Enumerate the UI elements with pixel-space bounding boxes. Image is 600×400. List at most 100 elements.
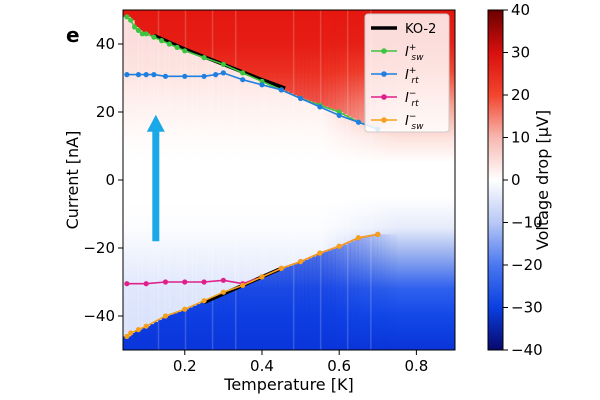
heatmap-cell — [331, 109, 336, 250]
heatmap-cell — [420, 234, 424, 350]
legend-label: I− rt — [405, 89, 419, 109]
heatmap-cell — [188, 307, 193, 350]
heatmap-cell — [211, 297, 216, 350]
heatmap-cell — [346, 242, 351, 350]
heatmap-cell — [138, 10, 143, 31]
data-point — [220, 61, 226, 67]
heatmap-cell — [250, 10, 255, 77]
heatmap-cell — [327, 250, 332, 350]
heatmap-cell — [308, 258, 313, 350]
heatmap-cell — [219, 293, 224, 350]
heatmap-cell — [358, 10, 363, 123]
heatmap-cell — [377, 129, 382, 235]
heatmap-cell — [173, 10, 178, 46]
heatmap-cell — [192, 10, 197, 54]
heatmap-cell — [289, 265, 294, 350]
heatmap-cell — [215, 61, 220, 296]
heatmap-cell — [157, 10, 162, 39]
heatmap-cell — [420, 129, 424, 234]
heatmap-cell — [443, 129, 447, 234]
heatmap-cell — [238, 71, 243, 287]
y-axis-label: Current [nA] — [63, 131, 82, 230]
heatmap-cell — [323, 251, 328, 350]
data-point — [240, 282, 246, 288]
heatmap-cell — [223, 292, 228, 350]
heatmap-cell — [211, 10, 216, 61]
heatmap-cell — [413, 234, 417, 350]
heatmap-cell — [188, 10, 193, 53]
heatmap-cell — [312, 256, 317, 350]
heatmap-cell — [265, 275, 270, 350]
heatmap-cell — [258, 278, 263, 350]
heatmap-cell — [319, 253, 324, 350]
heatmap-cell — [269, 10, 274, 85]
heatmap-cell — [227, 290, 232, 350]
heatmap-cell — [343, 10, 348, 115]
heatmap-cell — [242, 285, 247, 350]
heatmap-cell — [409, 129, 413, 234]
heatmap-cell — [401, 234, 405, 350]
heatmap-cell — [254, 78, 259, 281]
heatmap-cell — [165, 10, 170, 43]
colorbar-tick-label: 30 — [511, 44, 530, 62]
heatmap-cell — [200, 10, 205, 57]
data-point — [124, 281, 130, 287]
heatmap-cell — [323, 10, 328, 107]
heatmap-cell — [238, 286, 243, 350]
heatmap-cell — [184, 10, 189, 51]
data-point — [162, 73, 169, 79]
data-point — [355, 119, 362, 125]
heatmap-cell — [246, 74, 251, 284]
heatmap-cell — [180, 310, 185, 350]
heatmap-cell — [277, 270, 282, 350]
legend-swatch-marker — [381, 94, 387, 100]
heatmap-cell — [204, 10, 209, 58]
heatmap-cell — [254, 280, 259, 350]
heatmap-cell — [204, 57, 209, 301]
heatmap-cell — [134, 331, 139, 350]
data-point — [201, 298, 207, 304]
heatmap-cell — [339, 10, 344, 112]
heatmap-cell — [428, 234, 432, 350]
heatmap-streak — [184, 10, 187, 350]
heatmap-cell — [350, 118, 355, 242]
heatmap-cell — [138, 329, 143, 350]
data-point — [220, 289, 226, 295]
heatmap-cell — [134, 27, 139, 332]
data-point — [174, 44, 180, 51]
x-tick-label: 0.2 — [173, 357, 197, 375]
heatmap-cell — [292, 95, 297, 265]
heatmap-cell — [436, 234, 440, 350]
heatmap-cell — [196, 304, 201, 350]
data-point — [375, 231, 381, 237]
heatmap-cell — [123, 336, 128, 350]
heatmap-cell — [335, 247, 340, 350]
heatmap-cell — [424, 234, 428, 350]
heatmap-cell — [130, 333, 135, 350]
heatmap-cell — [308, 101, 313, 259]
heatmap-cell — [343, 244, 348, 350]
data-point — [259, 274, 265, 280]
heatmap-cell — [350, 241, 355, 350]
heatmap-cell — [401, 129, 405, 234]
heatmap-cell — [296, 262, 301, 350]
heatmap-cell — [319, 10, 324, 106]
heatmap-cell — [250, 282, 255, 350]
heatmap-cell — [300, 98, 305, 262]
data-point — [297, 95, 304, 101]
heatmap-cell — [296, 96, 301, 263]
heatmap-streak — [211, 10, 214, 350]
heatmap-cell — [289, 93, 294, 266]
data-point — [201, 73, 207, 79]
y-tick-label: −20 — [83, 239, 115, 257]
heatmap-cell — [161, 318, 166, 350]
data-point — [143, 281, 149, 287]
heatmap-cell — [381, 234, 386, 350]
heatmap-cell — [331, 10, 336, 110]
heatmap-cell — [184, 309, 189, 350]
heatmap-cell — [130, 20, 135, 333]
heatmap-cell — [269, 273, 274, 350]
heatmap-cell — [265, 10, 270, 84]
data-point — [128, 330, 134, 336]
heatmap-cell — [246, 10, 251, 75]
